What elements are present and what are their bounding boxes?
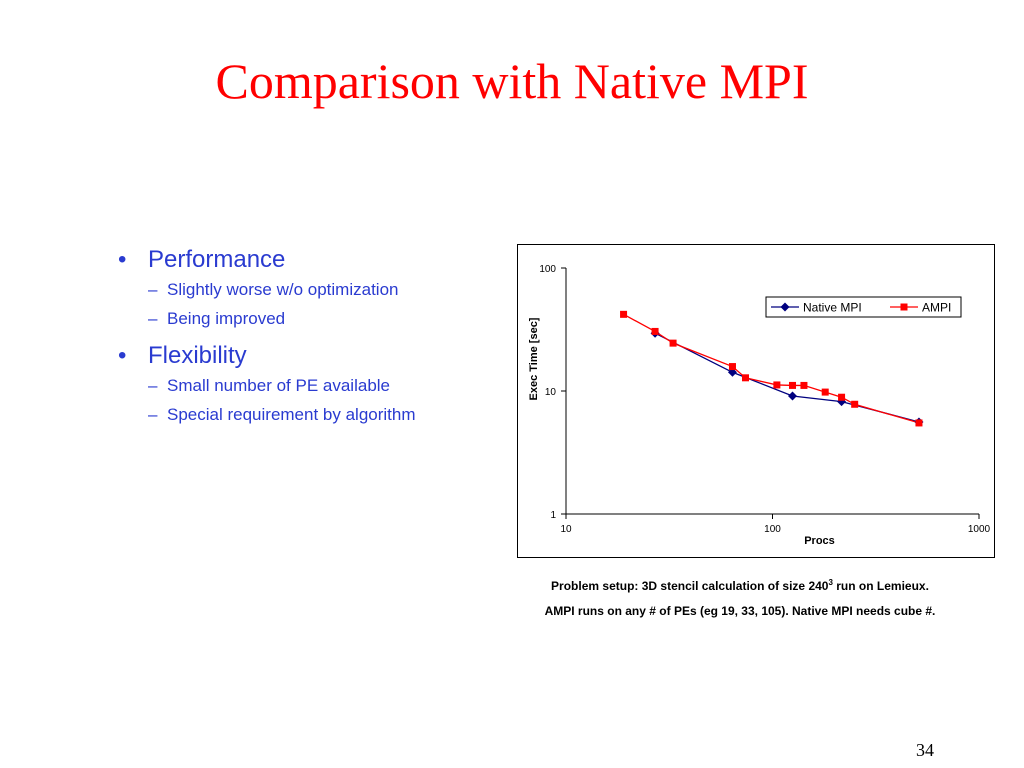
data-point-ampi — [821, 388, 829, 396]
sub-bullet: – Being improved — [148, 309, 498, 329]
data-point-ampi — [651, 327, 659, 335]
caption-superscript: 3 — [828, 578, 833, 587]
data-point-ampi — [773, 381, 781, 389]
bullet-text: Flexibility — [148, 342, 247, 369]
sub-bullet: – Slightly worse w/o optimization — [148, 280, 498, 300]
bullet-mark: • — [118, 342, 127, 369]
data-point-ampi — [728, 363, 736, 371]
caption-text: run on Lemieux. — [832, 579, 929, 593]
sub-bullet-text: Special requirement by algorithm — [167, 405, 416, 424]
caption-line-1: Problem setup: 3D stencil calculation of… — [480, 578, 1000, 593]
legend-marker — [780, 302, 790, 312]
y-tick-label: 100 — [539, 264, 556, 275]
legend-label: AMPI — [922, 301, 951, 315]
chart-frame: 1 10 100 10 100 1000 Procs Exec Time [sec] Nativ… — [517, 244, 995, 558]
x-tick-label: 100 — [764, 524, 781, 535]
y-axis-label: Exec Time [sec] — [528, 317, 540, 400]
caption-line-2: AMPI runs on any # of PEs (eg 19, 33, 10… — [544, 604, 936, 618]
series-line-ampi — [623, 313, 920, 424]
x-tick-label: 1000 — [968, 524, 991, 535]
exec-time-chart: 1 10 100 10 100 1000 Procs Exec Time [sec] Nativ… — [528, 264, 991, 547]
sub-bullet: – Small number of PE available — [148, 376, 498, 396]
data-point-ampi — [620, 310, 628, 318]
data-point-ampi — [800, 381, 808, 389]
legend-marker — [900, 303, 908, 311]
data-point-ampi — [851, 400, 859, 408]
bullet-list: • Performance – Slightly worse w/o optimiz… — [118, 246, 498, 434]
data-point-ampi — [741, 374, 749, 382]
page-number: 34 — [916, 740, 934, 760]
data-point-ampi — [915, 419, 923, 427]
sub-bullet-text: Being improved — [167, 309, 286, 328]
data-point-ampi — [669, 339, 677, 347]
sub-bullet-text: Slightly worse w/o optimization — [167, 280, 399, 299]
series-line-native-mpi — [654, 332, 920, 423]
sub-bullet-text: Small number of PE available — [167, 376, 391, 395]
y-tick-label: 10 — [545, 387, 557, 398]
bullet-performance: • Performance — [118, 246, 498, 274]
bullet-mark: • — [118, 246, 127, 273]
data-point-ampi — [789, 381, 797, 389]
data-point-native-mpi — [788, 391, 798, 401]
sub-bullet: – Special requirement by algorithm — [148, 405, 498, 425]
data-point-ampi — [838, 393, 846, 401]
bullet-flexibility: • Flexibility — [118, 342, 498, 370]
caption-text: Problem setup: 3D stencil calculation of… — [551, 579, 829, 593]
x-tick-label: 10 — [560, 524, 572, 535]
x-axis-label: Procs — [804, 535, 835, 547]
bullet-text: Performance — [148, 246, 286, 273]
legend-box — [765, 296, 962, 318]
legend-label: Native MPI — [803, 301, 862, 315]
dash-mark: – — [148, 376, 158, 395]
dash-mark: – — [148, 309, 158, 328]
slide-title: Comparison with Native MPI — [215, 53, 809, 109]
dash-mark: – — [148, 280, 158, 299]
dash-mark: – — [148, 405, 158, 424]
y-tick-label: 1 — [550, 510, 556, 521]
